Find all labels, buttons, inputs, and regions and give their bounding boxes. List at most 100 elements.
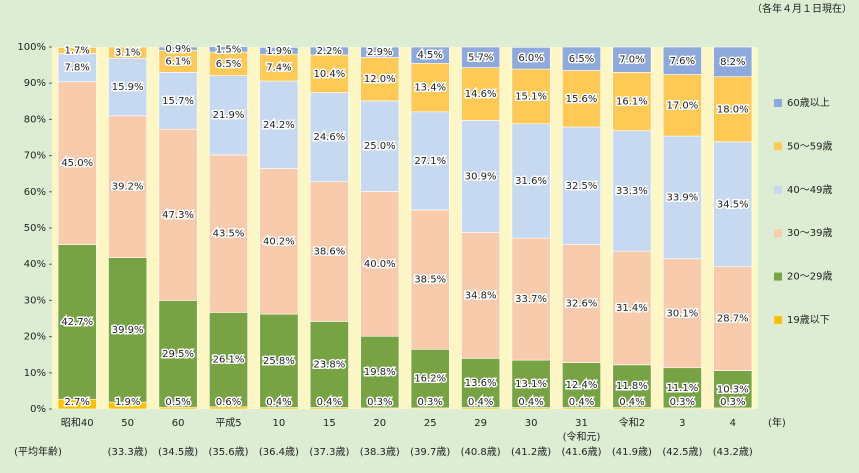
data-label: 43.5% [213,229,245,240]
legend-swatch [774,229,782,238]
data-label: 12.4% [566,380,598,391]
legend-label: 40～49歳 [787,184,832,196]
x-tick-label: 50 [121,418,134,429]
data-label: 38.6% [313,247,345,258]
legend-label: 50～59歳 [787,140,832,152]
plot-area [52,47,758,409]
data-label: 31.6% [515,176,547,187]
bar-segment [259,53,299,82]
x-tick-label: 平成5 [215,417,241,429]
bar-segment [713,370,753,409]
data-label: 25.8% [263,356,295,367]
x-tick-label: 昭和40 [61,417,94,429]
legend-label: 20～29歳 [787,271,832,283]
data-label: 1.9% [115,397,140,408]
bar-segment [158,300,198,408]
data-label: 4.5% [418,50,443,61]
x-tick-label: 30 [525,418,538,429]
data-label: 30.9% [465,171,497,182]
average-age: (37.3歳) [309,446,349,458]
bar-segment [57,53,97,83]
data-label: 15.7% [162,96,194,107]
bar-segment [461,358,501,408]
x-tick-label: 3 [679,418,685,429]
data-label: 6.5% [216,59,241,70]
bar-segment [662,46,702,75]
data-label: 0.6% [216,397,241,408]
bar-segment [108,257,148,403]
average-age: (43.2歳) [713,446,753,458]
bar-segment [309,321,349,408]
bar-segment [562,46,601,71]
data-label: 0.3% [367,397,392,408]
legend-label: 60歳以上 [787,97,830,109]
data-label: 24.2% [263,120,295,131]
bar-segment [360,46,400,58]
data-label: 0.4% [468,397,493,408]
data-label: 27.1% [414,156,446,167]
bar-segment [410,348,450,409]
data-label: 0.4% [518,397,543,408]
data-label: 32.6% [566,299,598,310]
bar-segment [309,46,349,56]
data-label: 0.4% [569,397,594,408]
bar-segment [461,120,501,233]
data-label: 3.1% [115,48,140,59]
data-label: 2.9% [367,47,392,58]
bar-segment [713,141,753,268]
y-tick-label: 0% [30,404,46,415]
data-label: 28.7% [717,314,749,325]
legend-swatch [774,185,782,194]
average-age: (34.5歳) [158,446,198,458]
x-tick-label: 10 [273,418,286,429]
bar-segment [259,47,299,55]
data-label: 0.4% [619,397,644,408]
data-label: 13.4% [414,83,446,94]
data-label: 7.8% [65,63,90,74]
data-label: 16.1% [616,96,648,107]
average-age: (38.3歳) [360,446,400,458]
data-label: 34.8% [465,290,497,301]
data-label: 47.3% [162,210,194,221]
note: （各年４月１日現在） [752,2,852,15]
data-label: 15.6% [566,94,598,105]
bar-segment [461,232,501,359]
bar-segment [57,81,97,245]
data-label: 6.1% [165,56,190,67]
x-tick-label: 29 [474,418,487,429]
data-label: 0.3% [418,397,443,408]
bar-segment [461,67,501,121]
bar-segment [309,54,349,93]
data-label: 19.8% [364,367,396,378]
bar-segment [662,258,702,369]
x-tick-label: 4 [730,418,736,429]
average-age: (41.2歳) [511,446,551,458]
data-label: 13.1% [515,379,547,390]
data-label: 29.5% [162,349,194,360]
data-label: 45.0% [61,158,93,169]
average-age: (35.6歳) [208,446,248,458]
bar-segment [612,72,652,131]
y-tick-label: 40% [24,259,46,270]
average-age-title: (平均年齢) [14,445,62,458]
y-tick-label: 70% [24,151,46,162]
bar-segment [259,80,299,169]
data-label: 10.4% [313,69,345,80]
bar-segment [713,76,753,143]
bar-segment [562,244,601,363]
data-label: 1.7% [65,45,90,56]
bar-segment [108,115,148,258]
legend-swatch [774,99,782,107]
bar-segment [209,75,248,156]
bar-segment [309,181,349,322]
legend-label: 30～39歳 [787,227,832,239]
data-label: 8.2% [720,57,745,68]
data-label: 11.8% [616,381,648,392]
data-label: 24.6% [313,132,345,143]
bar-segment [259,313,299,408]
bar-segment [511,47,551,70]
average-age: (41.6歳) [561,446,601,458]
bar-segment [410,46,450,64]
data-label: 10.3% [717,384,749,395]
data-label: 33.7% [515,294,547,305]
